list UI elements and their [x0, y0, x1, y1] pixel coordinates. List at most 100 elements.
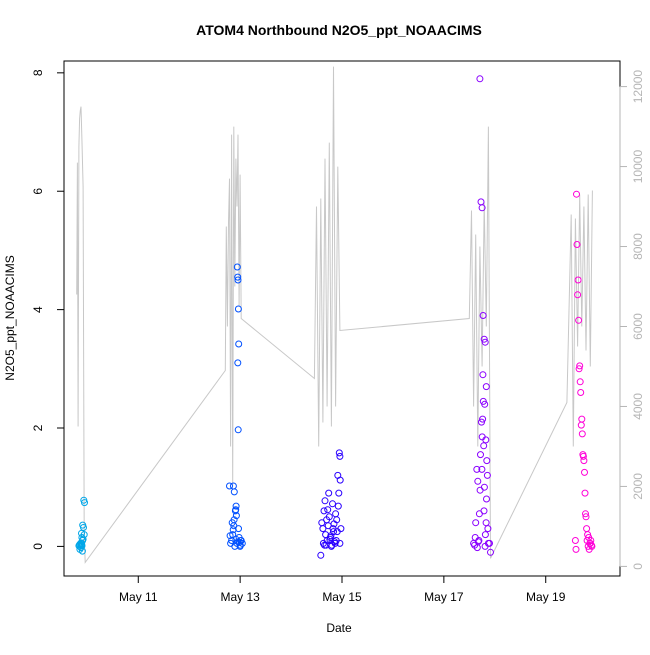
- x-tick-label: May 15: [322, 590, 362, 604]
- data-point: [332, 510, 340, 518]
- data-point: [487, 548, 494, 556]
- data-point: [235, 340, 243, 348]
- data-point: [480, 335, 488, 343]
- data-point: [230, 488, 238, 496]
- data-point: [329, 500, 336, 508]
- data-point: [583, 525, 591, 533]
- x-tick-label: May 19: [526, 590, 566, 604]
- plot-frame: [63, 60, 621, 577]
- data-point: [317, 551, 325, 559]
- data-point: [235, 538, 243, 546]
- data-point: [232, 502, 240, 510]
- data-point: [476, 486, 484, 494]
- y2-tick-label: 8000: [631, 233, 645, 260]
- y2-tick-label: 2000: [631, 473, 645, 500]
- y2-tick-label: 6000: [631, 313, 645, 340]
- y-tick-label: 4: [31, 306, 45, 313]
- data-point: [79, 535, 87, 543]
- data-point: [78, 542, 86, 550]
- data-point: [483, 457, 491, 465]
- chart-title: ATOM4 Northbound N2O5_ppt_NOAACIMS: [196, 22, 482, 38]
- data-point: [320, 507, 328, 515]
- data-point: [230, 516, 238, 524]
- data-point: [234, 273, 242, 281]
- data-point: [479, 397, 487, 405]
- data-point: [326, 535, 334, 543]
- data-point: [581, 489, 589, 497]
- data-point: [483, 495, 490, 503]
- data-point: [579, 452, 587, 460]
- data-point: [578, 415, 586, 423]
- data-point: [229, 526, 237, 534]
- data-point: [480, 442, 488, 450]
- data-point: [582, 513, 590, 521]
- data-point: [226, 532, 234, 540]
- y2-tick-label: 12000: [631, 70, 645, 104]
- data-point: [479, 371, 487, 379]
- data-point: [477, 198, 485, 206]
- data-point: [234, 359, 242, 367]
- data-point: [80, 524, 87, 531]
- data-point: [575, 316, 583, 324]
- data-point: [481, 531, 489, 539]
- data-point: [479, 312, 487, 319]
- data-point: [471, 534, 479, 541]
- data-point: [574, 276, 582, 284]
- data-point: [77, 539, 85, 547]
- data-point: [80, 531, 88, 539]
- secondary-line-layer: [76, 66, 593, 564]
- data-point: [234, 276, 242, 284]
- data-point: [76, 545, 84, 553]
- data-point: [573, 190, 580, 198]
- data-point: [329, 525, 337, 533]
- data-point: [234, 305, 242, 313]
- data-point: [580, 457, 588, 465]
- data-point: [229, 482, 237, 490]
- data-point: [226, 482, 233, 490]
- data-point: [476, 75, 484, 83]
- data-point: [474, 477, 482, 485]
- data-point: [573, 241, 581, 248]
- x-tick-label: May 13: [220, 590, 260, 604]
- data-point: [577, 421, 585, 429]
- x-axis-label: Date: [326, 621, 352, 635]
- data-point: [572, 545, 580, 553]
- y2-tick-label: 0: [631, 563, 645, 570]
- x-tick-label: May 11: [119, 590, 158, 604]
- data-point: [478, 204, 486, 212]
- data-point: [481, 338, 489, 346]
- data-point: [479, 415, 487, 423]
- y-tick-label: 6: [31, 188, 45, 195]
- data-point: [478, 465, 486, 473]
- data-point: [330, 520, 338, 528]
- data-point: [483, 471, 491, 479]
- y-tick-label: 2: [31, 424, 45, 431]
- points-layer: [75, 75, 596, 559]
- data-point: [576, 378, 584, 386]
- data-point: [575, 365, 583, 373]
- y2-tick-label: 10000: [631, 150, 645, 184]
- y-tick-label: 8: [31, 69, 45, 76]
- data-point: [480, 507, 488, 515]
- data-point: [482, 519, 490, 527]
- data-point: [478, 433, 486, 441]
- x-tick-label: May 17: [424, 590, 464, 604]
- data-point: [235, 525, 242, 533]
- data-point: [473, 465, 481, 473]
- data-point: [574, 291, 582, 299]
- data-point: [237, 537, 245, 544]
- data-point: [232, 506, 240, 514]
- data-point: [325, 489, 333, 497]
- data-point: [478, 418, 485, 426]
- y2-tick-label: 4000: [631, 393, 645, 420]
- data-point: [81, 499, 88, 507]
- data-point: [335, 449, 343, 457]
- data-point: [336, 476, 344, 484]
- data-point: [576, 362, 584, 370]
- y-axis-label: N2O5_ppt_NOAACIMS: [3, 255, 17, 380]
- data-point: [480, 483, 488, 491]
- data-point: [322, 531, 330, 539]
- data-point: [571, 537, 579, 544]
